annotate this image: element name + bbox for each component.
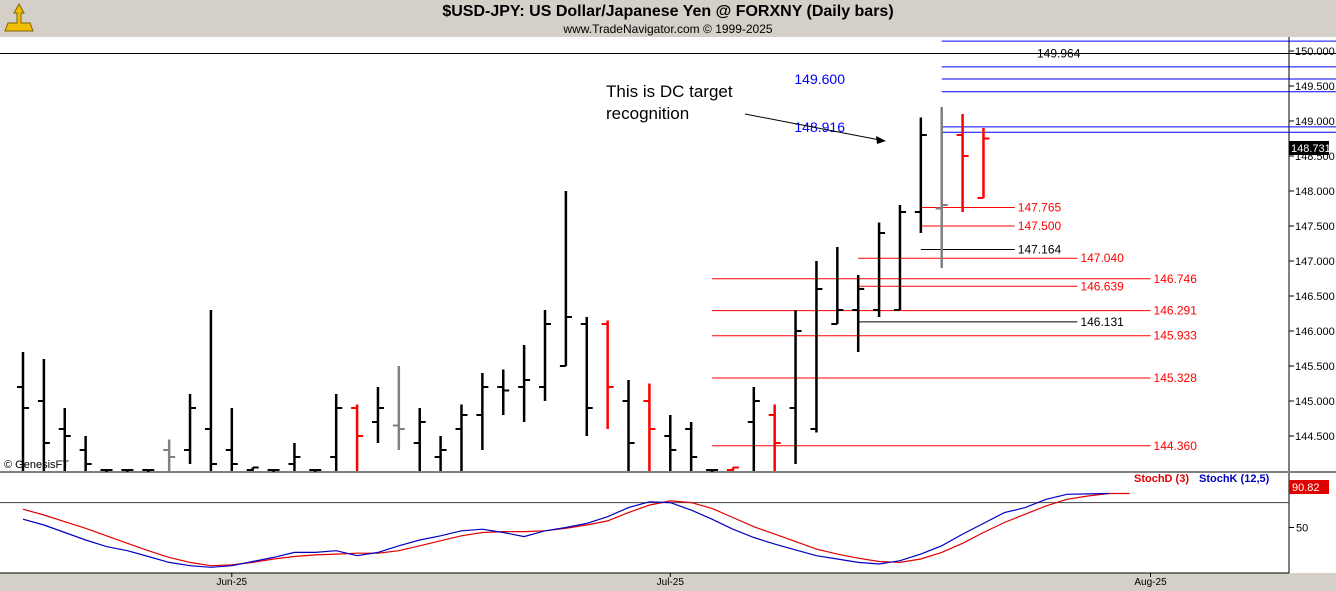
price-tick-label: 145.000 bbox=[1295, 396, 1335, 408]
price-tick-label: 149.500 bbox=[1295, 81, 1335, 93]
time-axis bbox=[0, 573, 1289, 591]
chart-subtitle: www.TradeNavigator.com © 1999-2025 bbox=[563, 22, 773, 36]
price-tick-label: 149.000 bbox=[1295, 116, 1335, 128]
level-label: 147.500 bbox=[1018, 219, 1062, 233]
price-tick-label: 146.000 bbox=[1295, 326, 1335, 338]
stochk-line bbox=[22, 492, 1109, 568]
price-tick-label: 145.500 bbox=[1295, 361, 1335, 373]
level-label: 144.360 bbox=[1154, 439, 1198, 453]
level-label: 147.040 bbox=[1080, 251, 1124, 265]
stoch-value-badge-label: 90.82 bbox=[1292, 482, 1320, 494]
price-tick-label: 147.500 bbox=[1295, 221, 1335, 233]
stochastic-panel bbox=[0, 473, 1289, 573]
price-tick-label: 144.500 bbox=[1295, 431, 1335, 443]
time-tick-label: Jul-25 bbox=[657, 577, 685, 588]
stoch-tick-label: 50 bbox=[1296, 523, 1308, 535]
level-label: 146.746 bbox=[1154, 272, 1198, 286]
level-label: 147.164 bbox=[1018, 243, 1062, 257]
level-label: 146.639 bbox=[1080, 279, 1124, 293]
trade-navigator-logo-icon bbox=[2, 1, 36, 35]
stoch-value-badge bbox=[1289, 480, 1329, 494]
price-tick-label: 146.500 bbox=[1295, 291, 1335, 303]
stochd-line bbox=[22, 492, 1130, 567]
level-label: 149.600 bbox=[794, 71, 845, 87]
time-tick-label: Jun-25 bbox=[217, 577, 248, 588]
annotation-line-2: recognition bbox=[606, 104, 689, 123]
chart-title: $USD-JPY: US Dollar/Japanese Yen @ FORXN… bbox=[442, 3, 894, 20]
level-label: 148.916 bbox=[794, 119, 845, 135]
level-label: 146.131 bbox=[1080, 315, 1124, 329]
level-label: 146.291 bbox=[1154, 304, 1198, 318]
level-label: 145.933 bbox=[1154, 329, 1198, 343]
level-label: 149.964 bbox=[1037, 47, 1081, 61]
price-tick-label: 148.000 bbox=[1295, 186, 1335, 198]
stochk-legend: StochK (12,5) bbox=[1199, 473, 1270, 485]
annotation-line-1: This is DC target bbox=[606, 82, 733, 101]
watermark: © GenesisFT bbox=[4, 459, 69, 471]
price-tick-label: 147.000 bbox=[1295, 256, 1335, 268]
price-panel bbox=[0, 37, 1289, 471]
stochd-legend: StochD (3) bbox=[1134, 473, 1189, 485]
chart-header: $USD-JPY: US Dollar/Japanese Yen @ FORXN… bbox=[0, 0, 1336, 37]
last-price-badge-label: 148.731 bbox=[1291, 143, 1331, 155]
last-price-badge bbox=[1289, 141, 1329, 155]
time-tick-label: Aug-25 bbox=[1134, 577, 1167, 588]
price-tick-label: 150.000 bbox=[1295, 46, 1335, 58]
annotation-arrow bbox=[744, 113, 881, 141]
annotation-arrowhead-icon bbox=[876, 136, 886, 144]
level-label: 145.328 bbox=[1154, 371, 1198, 385]
level-label: 147.765 bbox=[1018, 200, 1062, 214]
